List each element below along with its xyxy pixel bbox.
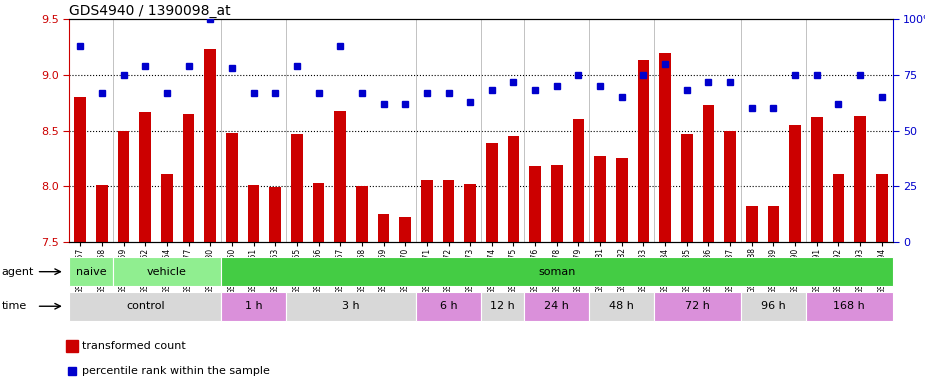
Bar <box>529 166 541 242</box>
Bar <box>789 125 801 242</box>
Bar <box>524 292 589 321</box>
Bar <box>161 174 173 242</box>
Bar <box>334 111 346 242</box>
Text: 6 h: 6 h <box>439 301 457 311</box>
Bar <box>400 217 411 242</box>
Bar <box>637 60 649 242</box>
Bar <box>96 185 108 242</box>
Text: 1 h: 1 h <box>245 301 263 311</box>
Bar <box>117 131 130 242</box>
Bar <box>69 292 221 321</box>
Bar <box>248 185 260 242</box>
Bar <box>442 180 454 242</box>
Bar <box>290 134 302 242</box>
Bar <box>286 292 416 321</box>
Bar <box>768 206 780 242</box>
Text: 72 h: 72 h <box>685 301 710 311</box>
Text: percentile rank within the sample: percentile rank within the sample <box>82 366 270 376</box>
Bar <box>854 116 866 242</box>
Bar <box>654 292 741 321</box>
Bar <box>204 49 216 242</box>
Text: 12 h: 12 h <box>490 301 515 311</box>
Bar <box>806 292 893 321</box>
Bar <box>416 292 481 321</box>
Bar <box>724 131 736 242</box>
Bar <box>486 143 498 242</box>
Bar <box>377 214 389 242</box>
Bar <box>589 292 654 321</box>
Text: GDS4940 / 1390098_at: GDS4940 / 1390098_at <box>69 4 231 18</box>
Bar <box>681 134 693 242</box>
Text: control: control <box>126 301 165 311</box>
Bar <box>221 292 286 321</box>
Bar <box>876 174 888 242</box>
Bar <box>140 112 151 242</box>
Bar <box>573 119 585 242</box>
Bar <box>74 97 86 242</box>
Text: time: time <box>2 301 27 311</box>
Bar <box>182 114 194 242</box>
Text: 48 h: 48 h <box>610 301 635 311</box>
Text: transformed count: transformed count <box>82 341 186 351</box>
Bar <box>746 206 758 242</box>
Text: agent: agent <box>2 266 34 277</box>
Bar <box>508 136 520 242</box>
Bar <box>421 180 433 242</box>
Bar <box>221 257 893 286</box>
Bar <box>551 165 562 242</box>
Bar <box>69 257 113 286</box>
Bar <box>702 105 714 242</box>
Bar <box>464 184 476 242</box>
Bar <box>741 292 806 321</box>
Bar <box>660 53 672 242</box>
Text: 96 h: 96 h <box>761 301 786 311</box>
Text: vehicle: vehicle <box>147 266 187 277</box>
Bar <box>269 187 281 242</box>
Bar <box>481 292 524 321</box>
Text: 168 h: 168 h <box>833 301 865 311</box>
Bar <box>811 117 822 242</box>
Bar <box>832 174 845 242</box>
Bar <box>594 156 606 242</box>
Text: 3 h: 3 h <box>342 301 360 311</box>
Bar <box>113 257 221 286</box>
Bar <box>616 158 628 242</box>
Bar <box>226 133 238 242</box>
Text: soman: soman <box>538 266 575 277</box>
Text: 24 h: 24 h <box>545 301 569 311</box>
Text: naive: naive <box>76 266 106 277</box>
Bar <box>313 183 325 242</box>
Bar <box>356 186 368 242</box>
